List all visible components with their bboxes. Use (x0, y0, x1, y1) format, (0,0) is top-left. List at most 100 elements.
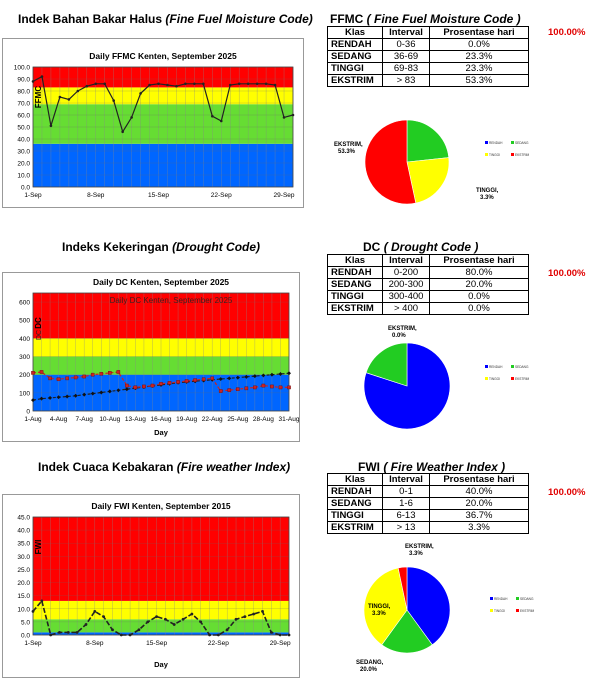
data-point (39, 370, 44, 374)
table-cell: Prosentase hari (429, 254, 529, 267)
chart-title-overlay: Daily DC Kenten, September 2025 (110, 296, 233, 305)
pie-slice-label-value: 3.3% (480, 195, 494, 201)
data-point (146, 620, 150, 624)
table-cell: 1-6 (382, 497, 430, 510)
data-point (76, 89, 80, 93)
fwi-pie-chart: EKSTRIM,3.3%TINGGI,3.3%SEDANG,20.0%RENDA… (356, 544, 535, 673)
pie-slice (381, 609, 433, 654)
table-row: EKSTRIM > 83 53.3% (327, 74, 529, 87)
data-point (102, 615, 106, 619)
data-point (167, 381, 172, 385)
data-point (31, 610, 35, 613)
data-point (287, 385, 291, 390)
table-cell: 0-200 (382, 266, 430, 279)
y-tick-label: 90.0 (17, 77, 30, 84)
pie-slice (406, 157, 450, 204)
data-point (99, 390, 104, 395)
y-tick-label: 70.0 (17, 101, 30, 108)
legend-label: RENDAH (489, 141, 503, 145)
data-point (244, 386, 249, 391)
x-tick-label: 29-Sep (274, 192, 295, 199)
legend-swatch (511, 365, 514, 368)
data-point (137, 628, 141, 632)
pie-slice (406, 566, 451, 646)
data-point (67, 98, 71, 101)
y-tick-label: 0.0 (21, 633, 30, 640)
y-tick-label: 100 (19, 390, 30, 397)
legend-label: EKSTRIM (515, 153, 530, 157)
data-point (210, 376, 215, 381)
legend-label: SEDANG (520, 597, 534, 601)
data-point (208, 633, 211, 637)
data-point (282, 116, 286, 119)
data-point (31, 80, 35, 83)
fwi-chart-box: Daily FWI Kenten, September 2015 0.0 5.0 10… (2, 494, 300, 678)
series-line (32, 599, 289, 637)
y-tick-label: 20.0 (17, 580, 30, 587)
data-point (75, 630, 79, 634)
y-tick-label: 25.0 (17, 567, 30, 574)
data-point (93, 610, 97, 613)
dc-title-main: Indeks Kekeringan (62, 240, 169, 254)
table-row: RENDAH 0-36 0.0% (327, 38, 529, 51)
table-cell: 200-300 (382, 278, 430, 291)
x-tick-label: 1-Sep (24, 192, 42, 199)
table-header-row: Klas Interval Prosentase hari (327, 473, 529, 486)
legend-swatch (485, 141, 488, 144)
table-cell: 23.3% (429, 50, 529, 63)
data-point (228, 83, 232, 87)
table-cell: TINGGI (327, 509, 383, 522)
legend-label: TINGGI (489, 153, 500, 157)
x-tick-label: 15-Sep (146, 640, 167, 647)
data-point (124, 387, 129, 392)
risk-band (33, 619, 289, 633)
pie-slice-label-value: 3.3% (372, 611, 386, 617)
data-point (184, 82, 187, 86)
x-tick-label: 4-Aug (50, 416, 68, 423)
x-tick-label: 13-Aug (125, 416, 146, 423)
data-point (112, 99, 115, 102)
table-cell: 0-36 (382, 38, 430, 51)
risk-band (33, 104, 293, 144)
data-point (164, 617, 167, 621)
chart-title: Daily FWI Kenten, September 2015 (91, 501, 231, 511)
data-point (201, 377, 206, 382)
dc-pie-box: EKSTRIM, 0.0% RENDAH SEDANG TINGGI EKSTRIM (330, 322, 560, 447)
data-point (157, 82, 160, 86)
table-row: SEDANG 200-300 20.0% (327, 278, 529, 291)
data-point (219, 119, 223, 123)
data-point (65, 394, 70, 399)
pie-slice-label-name: SEDANG, (356, 660, 384, 666)
fwi-percent-total: 100.00% (548, 487, 586, 498)
data-point (111, 628, 114, 632)
x-tick-label: 10-Aug (99, 416, 120, 423)
data-point (128, 633, 132, 637)
table-cell: 36-69 (382, 50, 430, 63)
table-row: SEDANG 36-69 23.3% (327, 50, 529, 63)
legend-label: RENDAH (494, 597, 508, 601)
x-axis-label: Day (154, 660, 169, 669)
y-tick-label: 15.0 (17, 593, 30, 600)
plot-frame (32, 292, 290, 412)
data-point (291, 113, 295, 117)
data-point (181, 617, 185, 621)
data-point (227, 376, 232, 381)
data-point (278, 385, 283, 390)
y-tick-label: 30.0 (17, 149, 30, 156)
ffmc-table-title-full: ( Fine Fuel Moisture Code ) (366, 12, 521, 26)
ffmc-title-main: Indek Bahan Bakar Halus (18, 12, 163, 26)
data-point (227, 388, 232, 392)
ffmc-section-title: Indek Bahan Bakar Halus (Fine Fuel Moist… (18, 12, 313, 26)
table-row: RENDAH 0-200 80.0% (327, 266, 529, 279)
data-point (261, 373, 266, 378)
data-point (216, 633, 220, 637)
table-cell: EKSTRIM (327, 74, 383, 87)
table-cell: 0.0% (429, 38, 529, 51)
legend-label: EKSTRIM (520, 609, 535, 613)
y-tick-label: 80.0 (17, 89, 30, 96)
data-point (49, 124, 53, 128)
data-point (99, 371, 104, 376)
x-tick-label: 22-Aug (202, 416, 223, 423)
pie-slice-label-name: EKSTRIM, (334, 142, 363, 148)
table-header-row: Klas Interval Prosentase hari (327, 26, 529, 39)
